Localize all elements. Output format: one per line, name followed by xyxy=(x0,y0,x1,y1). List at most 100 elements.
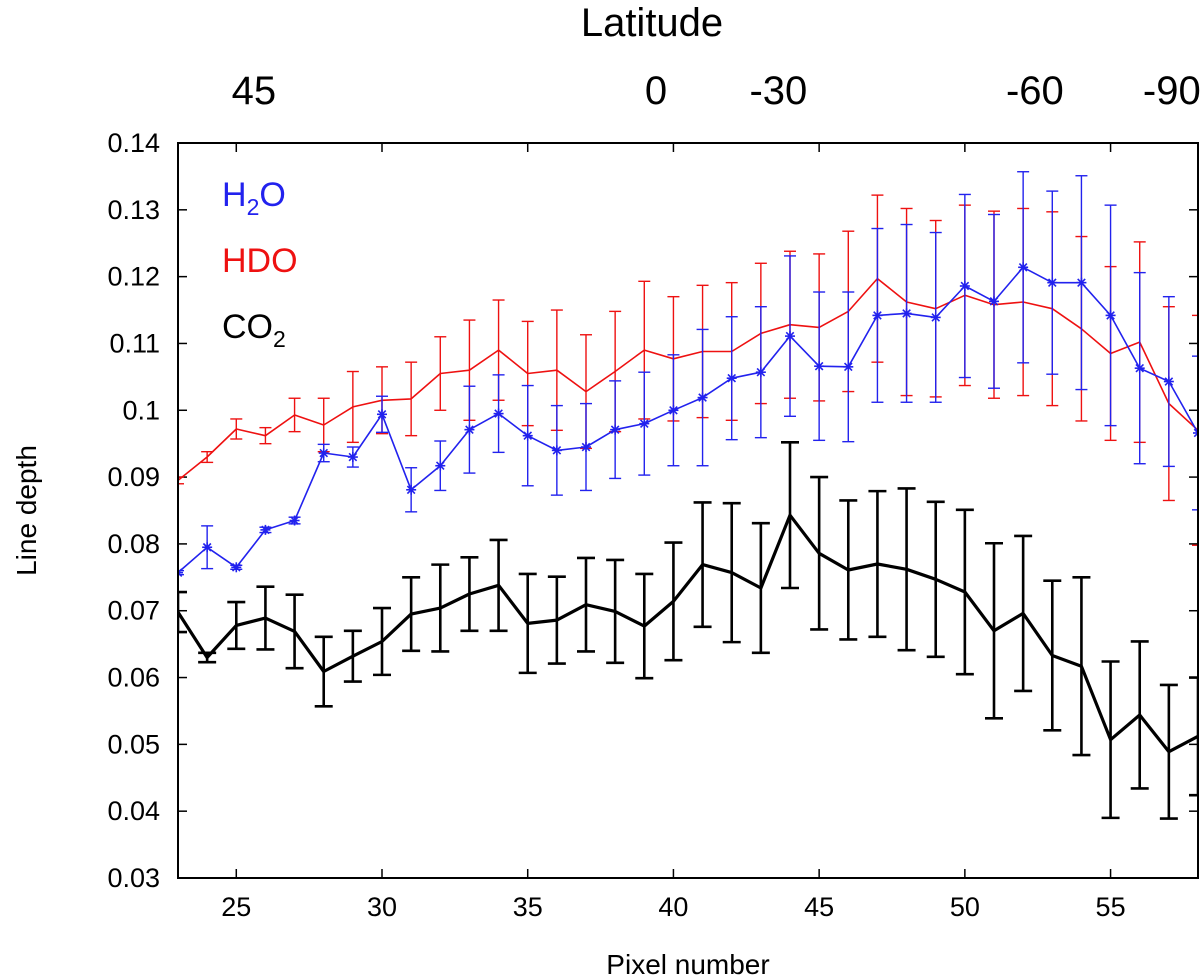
data-point xyxy=(989,296,999,307)
error-bar xyxy=(606,558,625,665)
data-point xyxy=(901,308,912,319)
error-bar xyxy=(1043,579,1062,732)
data-point xyxy=(347,452,358,463)
x-tick-label: 55 xyxy=(1096,892,1126,922)
data-point xyxy=(260,524,271,535)
data-point xyxy=(178,567,183,578)
top-tick-label: -60 xyxy=(1006,69,1064,113)
data-point xyxy=(959,280,970,291)
error-bar xyxy=(256,585,275,651)
error-bar xyxy=(1072,576,1091,757)
legend: H2O HDO CO2 xyxy=(222,176,298,352)
y-tick-label: 0.11 xyxy=(109,328,160,358)
x-tick-label: 30 xyxy=(367,892,397,922)
series-hdo xyxy=(178,194,1198,546)
error-bar xyxy=(373,606,391,677)
series-co2 xyxy=(178,441,1198,820)
error-bar xyxy=(201,451,214,464)
data-point xyxy=(522,430,533,441)
data-point xyxy=(843,361,854,372)
data-point xyxy=(814,361,825,372)
x-tick-label: 25 xyxy=(221,892,251,922)
data-point xyxy=(377,409,387,420)
data-point xyxy=(1076,277,1087,288)
x-axis-tick-labels: 25 30 35 40 45 50 55 xyxy=(221,892,1125,922)
top-tick-label: -90 xyxy=(1143,69,1200,113)
data-point xyxy=(435,460,446,471)
error-bar xyxy=(178,476,184,485)
y-tick-label: 0.13 xyxy=(107,195,160,225)
error-bar xyxy=(1189,676,1198,797)
error-bar xyxy=(343,629,362,683)
axis-ticks xyxy=(178,142,1198,879)
error-bar xyxy=(518,572,537,675)
y-axis-label: Line depth xyxy=(11,445,42,576)
series-h2o xyxy=(178,171,1198,578)
data-point xyxy=(581,442,591,453)
error-bar xyxy=(259,426,272,445)
error-bar xyxy=(288,397,301,433)
error-bar xyxy=(1130,640,1149,790)
error-bar xyxy=(178,590,187,634)
data-point xyxy=(551,445,562,456)
error-bar xyxy=(751,521,770,655)
series-line-co2 xyxy=(178,513,1198,754)
error-bar xyxy=(405,361,418,437)
y-tick-label: 0.04 xyxy=(107,796,160,826)
data-point xyxy=(202,542,213,553)
data-point xyxy=(1105,310,1116,321)
data-point xyxy=(464,424,475,435)
error-bar xyxy=(178,569,184,576)
error-bar xyxy=(314,635,333,708)
top-tick-label: -30 xyxy=(749,69,807,113)
legend-item-h2o: H2O xyxy=(222,176,286,220)
plot-series xyxy=(178,171,1198,820)
error-bar xyxy=(839,499,858,641)
data-point xyxy=(289,515,300,526)
error-bar xyxy=(868,489,887,639)
y-tick-label: 0.05 xyxy=(107,729,160,759)
data-point xyxy=(755,367,766,378)
error-bar xyxy=(402,576,421,653)
top-tick-label: 45 xyxy=(232,69,277,113)
y-axis-tick-labels: 0.03 0.04 0.05 0.06 0.07 0.08 0.09 0.1 0.11 0.12 0… xyxy=(107,128,160,893)
top-tick-label: 0 xyxy=(645,69,667,113)
y-tick-label: 0.03 xyxy=(107,863,160,893)
data-point xyxy=(1018,262,1029,273)
error-bar xyxy=(897,487,916,652)
x-axis-label: Pixel number xyxy=(606,949,769,978)
error-bar xyxy=(434,336,447,411)
legend-item-co2: CO2 xyxy=(222,308,286,352)
error-bar xyxy=(431,563,450,653)
x-tick-label: 45 xyxy=(804,892,834,922)
data-point xyxy=(406,484,417,495)
error-bar xyxy=(1192,314,1198,546)
error-bar xyxy=(1014,534,1033,693)
x-tick-label: 35 xyxy=(513,892,543,922)
data-point xyxy=(610,424,621,435)
data-point xyxy=(668,405,679,416)
legend-item-hdo: HDO xyxy=(222,242,298,280)
error-bar xyxy=(722,501,741,644)
x-tick-label: 40 xyxy=(658,892,688,922)
data-point xyxy=(697,392,708,403)
y-tick-label: 0.1 xyxy=(122,395,160,425)
error-bar xyxy=(693,501,712,629)
error-bar xyxy=(985,541,1003,720)
error-bar xyxy=(230,418,243,440)
data-point xyxy=(785,331,795,342)
top-axis-ticks: 45 0 -30 -60 -90 xyxy=(232,69,1200,113)
top-axis-title: Latitude xyxy=(581,1,723,45)
data-point xyxy=(231,562,242,573)
data-point xyxy=(1134,363,1145,374)
error-bar xyxy=(664,541,683,662)
error-bar xyxy=(1101,660,1120,820)
data-point xyxy=(493,408,504,419)
data-point xyxy=(872,310,883,321)
error-bar xyxy=(460,555,479,633)
x-tick-label: 50 xyxy=(950,892,980,922)
data-point xyxy=(639,418,650,429)
data-point xyxy=(930,312,941,323)
series-line-hdo xyxy=(178,277,1198,482)
